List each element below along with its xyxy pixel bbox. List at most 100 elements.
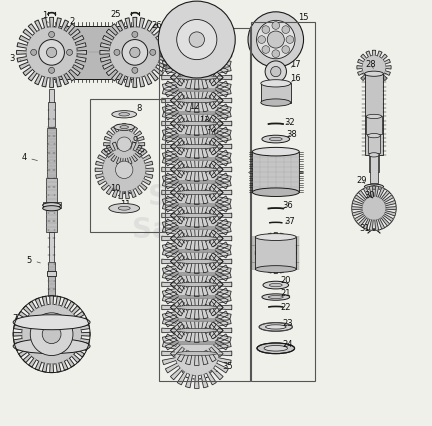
Polygon shape <box>162 182 176 189</box>
Text: 13: 13 <box>199 115 210 125</box>
Polygon shape <box>102 36 112 43</box>
Polygon shape <box>211 236 223 247</box>
Circle shape <box>362 197 386 221</box>
Polygon shape <box>215 317 228 327</box>
Polygon shape <box>201 90 208 103</box>
Text: 30: 30 <box>365 190 375 199</box>
Polygon shape <box>162 76 175 81</box>
Polygon shape <box>35 361 41 371</box>
Polygon shape <box>201 273 208 287</box>
Text: 31: 31 <box>359 223 370 233</box>
Polygon shape <box>206 184 216 198</box>
Ellipse shape <box>262 136 290 144</box>
Polygon shape <box>171 167 182 178</box>
Ellipse shape <box>264 346 288 351</box>
Polygon shape <box>165 265 178 275</box>
Circle shape <box>258 37 266 44</box>
Polygon shape <box>162 282 175 287</box>
Circle shape <box>175 194 219 238</box>
Polygon shape <box>56 296 61 305</box>
Polygon shape <box>130 190 136 198</box>
Polygon shape <box>165 65 178 75</box>
Polygon shape <box>194 66 199 79</box>
Polygon shape <box>215 265 228 275</box>
Text: 36: 36 <box>283 201 293 210</box>
Polygon shape <box>378 219 384 230</box>
Polygon shape <box>185 191 192 204</box>
Polygon shape <box>363 188 370 198</box>
Polygon shape <box>171 139 182 150</box>
Circle shape <box>150 50 156 56</box>
Circle shape <box>175 148 219 192</box>
Polygon shape <box>177 303 187 316</box>
Polygon shape <box>177 120 187 132</box>
Polygon shape <box>162 205 176 212</box>
Polygon shape <box>215 157 228 167</box>
Polygon shape <box>355 214 365 222</box>
Polygon shape <box>194 204 199 217</box>
Polygon shape <box>206 253 216 266</box>
Polygon shape <box>218 44 231 51</box>
Polygon shape <box>162 320 176 326</box>
Polygon shape <box>162 296 176 303</box>
Polygon shape <box>215 65 228 75</box>
Polygon shape <box>19 63 29 70</box>
Polygon shape <box>165 82 178 92</box>
Polygon shape <box>132 156 137 162</box>
Polygon shape <box>171 93 182 104</box>
Polygon shape <box>165 219 178 229</box>
Polygon shape <box>211 253 223 265</box>
Polygon shape <box>111 72 120 82</box>
Polygon shape <box>194 181 199 194</box>
Polygon shape <box>201 159 208 172</box>
Polygon shape <box>177 93 187 106</box>
Polygon shape <box>123 124 126 131</box>
Polygon shape <box>206 143 216 155</box>
Polygon shape <box>171 305 182 316</box>
Polygon shape <box>185 260 192 273</box>
Bar <box>48 129 56 179</box>
Text: 1: 1 <box>42 11 48 24</box>
Text: 24: 24 <box>283 339 293 348</box>
Ellipse shape <box>176 168 217 172</box>
Circle shape <box>189 33 204 48</box>
Polygon shape <box>165 242 178 252</box>
Polygon shape <box>274 233 277 237</box>
Polygon shape <box>185 90 192 103</box>
Polygon shape <box>23 68 32 77</box>
Ellipse shape <box>176 191 217 195</box>
Polygon shape <box>162 53 175 58</box>
Ellipse shape <box>165 158 228 161</box>
Polygon shape <box>165 340 178 350</box>
Polygon shape <box>177 299 187 312</box>
Polygon shape <box>50 364 54 373</box>
Polygon shape <box>185 227 192 241</box>
Polygon shape <box>219 236 232 241</box>
Polygon shape <box>194 376 199 389</box>
Polygon shape <box>215 151 228 160</box>
Ellipse shape <box>165 66 228 70</box>
Polygon shape <box>219 122 232 127</box>
Polygon shape <box>72 354 80 363</box>
Polygon shape <box>95 169 102 172</box>
Circle shape <box>110 130 139 159</box>
Circle shape <box>132 68 138 74</box>
Polygon shape <box>201 21 208 35</box>
Polygon shape <box>206 166 216 178</box>
Bar <box>46 179 57 232</box>
Polygon shape <box>215 36 228 46</box>
Polygon shape <box>215 334 228 344</box>
Polygon shape <box>72 306 80 314</box>
Polygon shape <box>171 144 182 155</box>
Polygon shape <box>162 174 176 181</box>
Polygon shape <box>165 203 178 213</box>
Polygon shape <box>206 276 216 289</box>
Polygon shape <box>378 52 382 58</box>
Circle shape <box>262 27 270 35</box>
Polygon shape <box>177 188 187 201</box>
Circle shape <box>175 217 219 261</box>
Circle shape <box>271 67 281 78</box>
Polygon shape <box>177 276 187 289</box>
Polygon shape <box>71 30 80 38</box>
Polygon shape <box>177 322 187 335</box>
